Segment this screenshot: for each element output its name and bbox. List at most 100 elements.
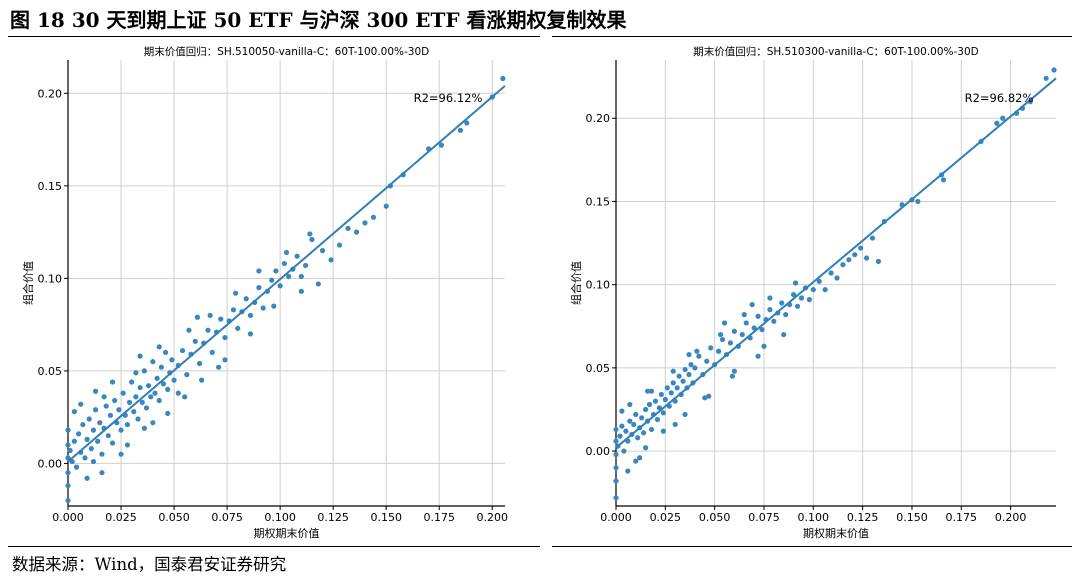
scatter-point [621,448,627,454]
scatter-point [298,273,304,280]
x-tick-label: 0.200 [995,511,1027,524]
scatter-point [260,305,266,311]
scatter-point [247,331,254,337]
scatter-point [994,120,1000,126]
scatter-point [124,421,130,428]
scatter-point [767,307,773,313]
scatter-point [702,395,708,401]
x-tick-label: 0.150 [896,511,928,524]
scatter-point [109,440,116,446]
scatter-point [619,423,625,429]
x-axis-title: 期权期末价值 [254,526,320,540]
scatter-point [633,411,639,418]
scatter-point [759,326,765,333]
scatter-point [184,372,190,378]
scatter-point [216,364,222,370]
scatter-point [101,394,107,400]
scatter-point [623,428,629,434]
scatter-point [664,385,670,391]
scatter-point [209,349,215,355]
scatter-point [642,445,649,451]
scatter-point [230,307,237,313]
scatter-point [65,497,71,504]
scatter-point [165,410,171,417]
x-tick-label: 0.100 [798,511,830,524]
scatter-point [218,316,224,322]
chart-title: 期末价值回归：SH.510050-vanilla-C：60T-100.00%-3… [144,45,429,58]
scatter-point [500,75,506,82]
x-tick-label: 0.000 [52,511,84,524]
scatter-point [670,368,676,374]
scatter-point [761,343,767,349]
x-tick-label: 0.175 [423,511,455,524]
scatter-point [660,410,666,416]
scatter-point [182,394,188,400]
r-squared-annotation: R2=96.12% [414,91,483,105]
scatter-point [319,248,326,254]
scatter-point [613,438,619,444]
scatter-point [92,407,99,413]
scatter-point [613,495,619,501]
scatter-point [156,397,162,404]
scatter-point [207,312,213,318]
scatter-point [749,302,755,308]
scatter-point [840,262,846,268]
scatter-point [129,379,135,385]
grid-lines [615,60,1056,506]
scatter-point [97,420,103,426]
scatter-point [133,370,139,376]
scatter-point [682,411,688,418]
scatter-point [781,331,787,338]
scatter-point [662,396,668,403]
scatter-point [315,281,321,287]
scatter-point [627,418,633,424]
scatter-point [798,295,805,301]
scatter-point [642,406,649,413]
scatter-point [84,436,90,442]
scatter-point [637,455,643,461]
figure-title: 图 18 30 天到期上证 50 ETF 与沪深 300 ETF 看涨期权复制效… [10,8,627,32]
scatter-point [162,349,169,355]
scatter-point [464,120,470,126]
y-tick-label: 0.10 [38,272,63,285]
scatter-point [633,458,639,464]
scatter-point [277,283,283,289]
scatter-point [846,257,852,263]
scatter-point [704,358,710,364]
scatter-point [717,331,724,338]
scatter-point [694,348,700,354]
scatter-point [869,235,876,241]
scatter-point [186,327,192,333]
scatter-point [686,371,692,378]
scatter-point [692,365,698,371]
scatter-point [179,347,186,354]
scatter-point [124,442,130,448]
scatter-point [792,280,799,286]
y-tick-label: 0.05 [586,362,611,375]
scatter-point [658,391,664,398]
scatter-point [822,287,828,293]
scatter-point [82,455,88,461]
title-rule-right [552,36,1072,37]
regression-line [615,77,1057,449]
scatter-point [852,252,858,258]
x-tick-label: 0.200 [477,511,509,524]
scatter-point [940,177,947,183]
scatter-point [192,338,198,344]
x-tick-label: 0.075 [211,511,243,524]
scatter-point [875,258,882,264]
scatter-point [806,297,812,303]
y-axis-title: 组合价值 [21,261,35,305]
scatter-point [222,357,228,363]
scatter-point [194,314,201,320]
scatter-point [84,475,90,481]
scatter-point [706,393,712,399]
scatter-point [646,401,653,408]
scatter-point [196,360,203,367]
scatter-point [73,464,80,470]
scatter-point [328,257,334,263]
scatter-point [457,127,464,133]
scatter-point [281,260,287,267]
scatter-point [222,334,228,341]
scatter-point [619,408,625,414]
